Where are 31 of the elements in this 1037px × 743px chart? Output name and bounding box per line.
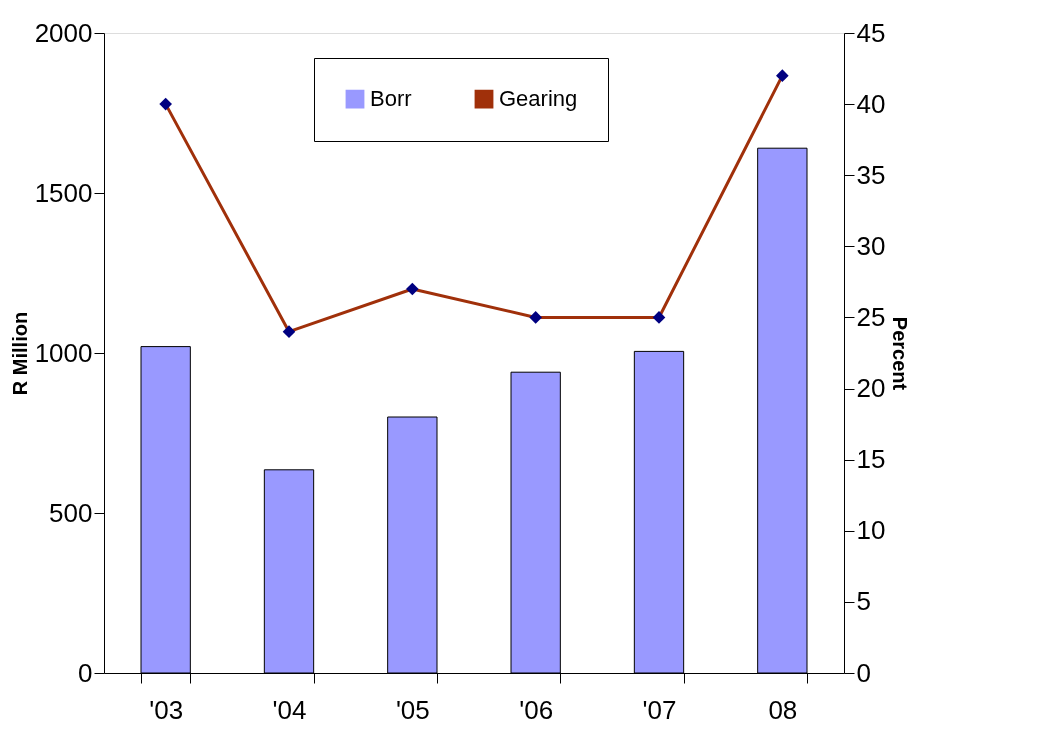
y-tick-label: 1500 bbox=[34, 177, 93, 208]
y2-tick-label: 25 bbox=[856, 301, 886, 332]
y2-tick-label: 40 bbox=[856, 88, 886, 119]
point bbox=[529, 311, 542, 324]
legend-label: Gearing bbox=[499, 86, 578, 112]
y-tick-label: 2000 bbox=[34, 17, 93, 48]
x-tick-label: '05 bbox=[395, 694, 430, 725]
point bbox=[159, 97, 172, 111]
y2-tick-label: 20 bbox=[856, 373, 886, 404]
y-tick-label: 0 bbox=[78, 657, 93, 688]
point bbox=[652, 311, 666, 324]
y-tick-label: 1000 bbox=[34, 337, 93, 368]
y-tick-label: 500 bbox=[49, 497, 93, 528]
legend-label: Borr bbox=[370, 86, 412, 112]
y2-tick-label: 0 bbox=[856, 657, 871, 688]
point bbox=[282, 325, 296, 338]
x-tick-label: 08 bbox=[768, 694, 798, 725]
y2-tick-label: 30 bbox=[856, 230, 886, 261]
y2-tick-label: 35 bbox=[856, 159, 886, 190]
y2-tick-label: 5 bbox=[856, 586, 871, 617]
y2-tick-label: 10 bbox=[856, 515, 886, 546]
x-tick-label: '03 bbox=[149, 694, 184, 725]
x-tick-label: '06 bbox=[519, 694, 554, 725]
point bbox=[406, 282, 419, 296]
y2-tick-label: 15 bbox=[856, 444, 886, 475]
y2-axis-title: Percent bbox=[889, 316, 912, 391]
y-axis-title: R Million bbox=[8, 311, 31, 396]
x-tick-label: '04 bbox=[272, 694, 307, 725]
point bbox=[776, 69, 789, 82]
x-tick-label: '07 bbox=[642, 694, 677, 725]
y2-tick-label: 45 bbox=[856, 17, 886, 48]
